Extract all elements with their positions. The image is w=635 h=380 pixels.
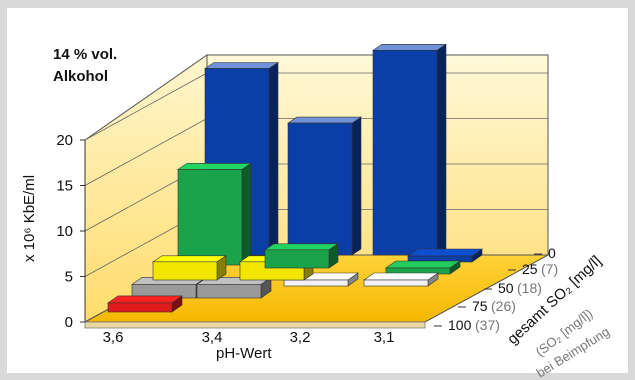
z-tick-sublabel: (18) — [517, 280, 542, 296]
z-tick-label: 75 — [472, 298, 488, 314]
bar-back-side — [351, 116, 362, 256]
chart-title-line-2: Alkohol — [53, 68, 108, 85]
y-tick-label: 5 — [65, 269, 73, 286]
z-tick-label: 50 — [498, 280, 514, 296]
z-tick-sublabel: (26) — [491, 298, 516, 314]
bar-back-top — [287, 116, 362, 124]
z-tick-sublabel: (37) — [475, 317, 500, 333]
bar-mid-top — [264, 243, 339, 251]
bar-mid — [177, 169, 243, 266]
bar-back-side — [268, 61, 279, 256]
x-tick-labels: 3,6 3,4 3,2 3,1 — [103, 329, 395, 346]
y-tick-label: 20 — [56, 132, 73, 149]
z-tick-labels: 0 25 (7) 50 (18) 75 (26) 100 (37) — [434, 245, 558, 333]
x-tick-label: 3,1 — [374, 329, 395, 346]
bar-mid-side — [241, 162, 252, 266]
bar-mid — [152, 261, 218, 281]
x-tick-label: 3,2 — [290, 329, 311, 346]
bar-100 — [107, 302, 173, 313]
bar-back-top — [372, 43, 447, 51]
x-axis-label: pH-Wert — [216, 345, 272, 362]
bar-50 — [363, 279, 429, 287]
bars — [107, 43, 483, 313]
bar-75 — [196, 284, 262, 299]
y-tick-label: 0 — [65, 314, 73, 331]
bar-50-top — [363, 272, 439, 281]
x-tick-label: 3,6 — [103, 329, 124, 346]
bar-back-side — [436, 43, 447, 256]
gridline-side — [84, 72, 208, 141]
bar-mid-top — [152, 255, 227, 263]
front-base-band — [84, 321, 426, 329]
y-axis-label: x 10⁶ KbE/ml — [21, 175, 38, 262]
bar-0-top — [407, 248, 483, 257]
bar-25-top — [385, 260, 461, 269]
z-tick-label: 100 — [448, 317, 472, 333]
bar-50 — [283, 279, 349, 287]
z-tick-sublabel: (7) — [541, 261, 558, 277]
z-tick-label: 25 — [522, 261, 538, 277]
y-tick-label: 15 — [56, 178, 73, 195]
bar-back-top — [204, 62, 279, 69]
bar-mid-top — [177, 163, 252, 170]
bar-back — [287, 122, 353, 256]
bar-back — [372, 49, 438, 256]
bar-mid — [264, 249, 330, 269]
chart-title-line-1: 14 % vol. — [53, 46, 117, 63]
x-tick-label: 3,4 — [202, 329, 223, 346]
gridline-side — [84, 118, 208, 186]
bar-100-top — [107, 295, 183, 304]
z-tick-label: 0 — [548, 245, 556, 261]
y-tick-label: 10 — [56, 223, 73, 240]
